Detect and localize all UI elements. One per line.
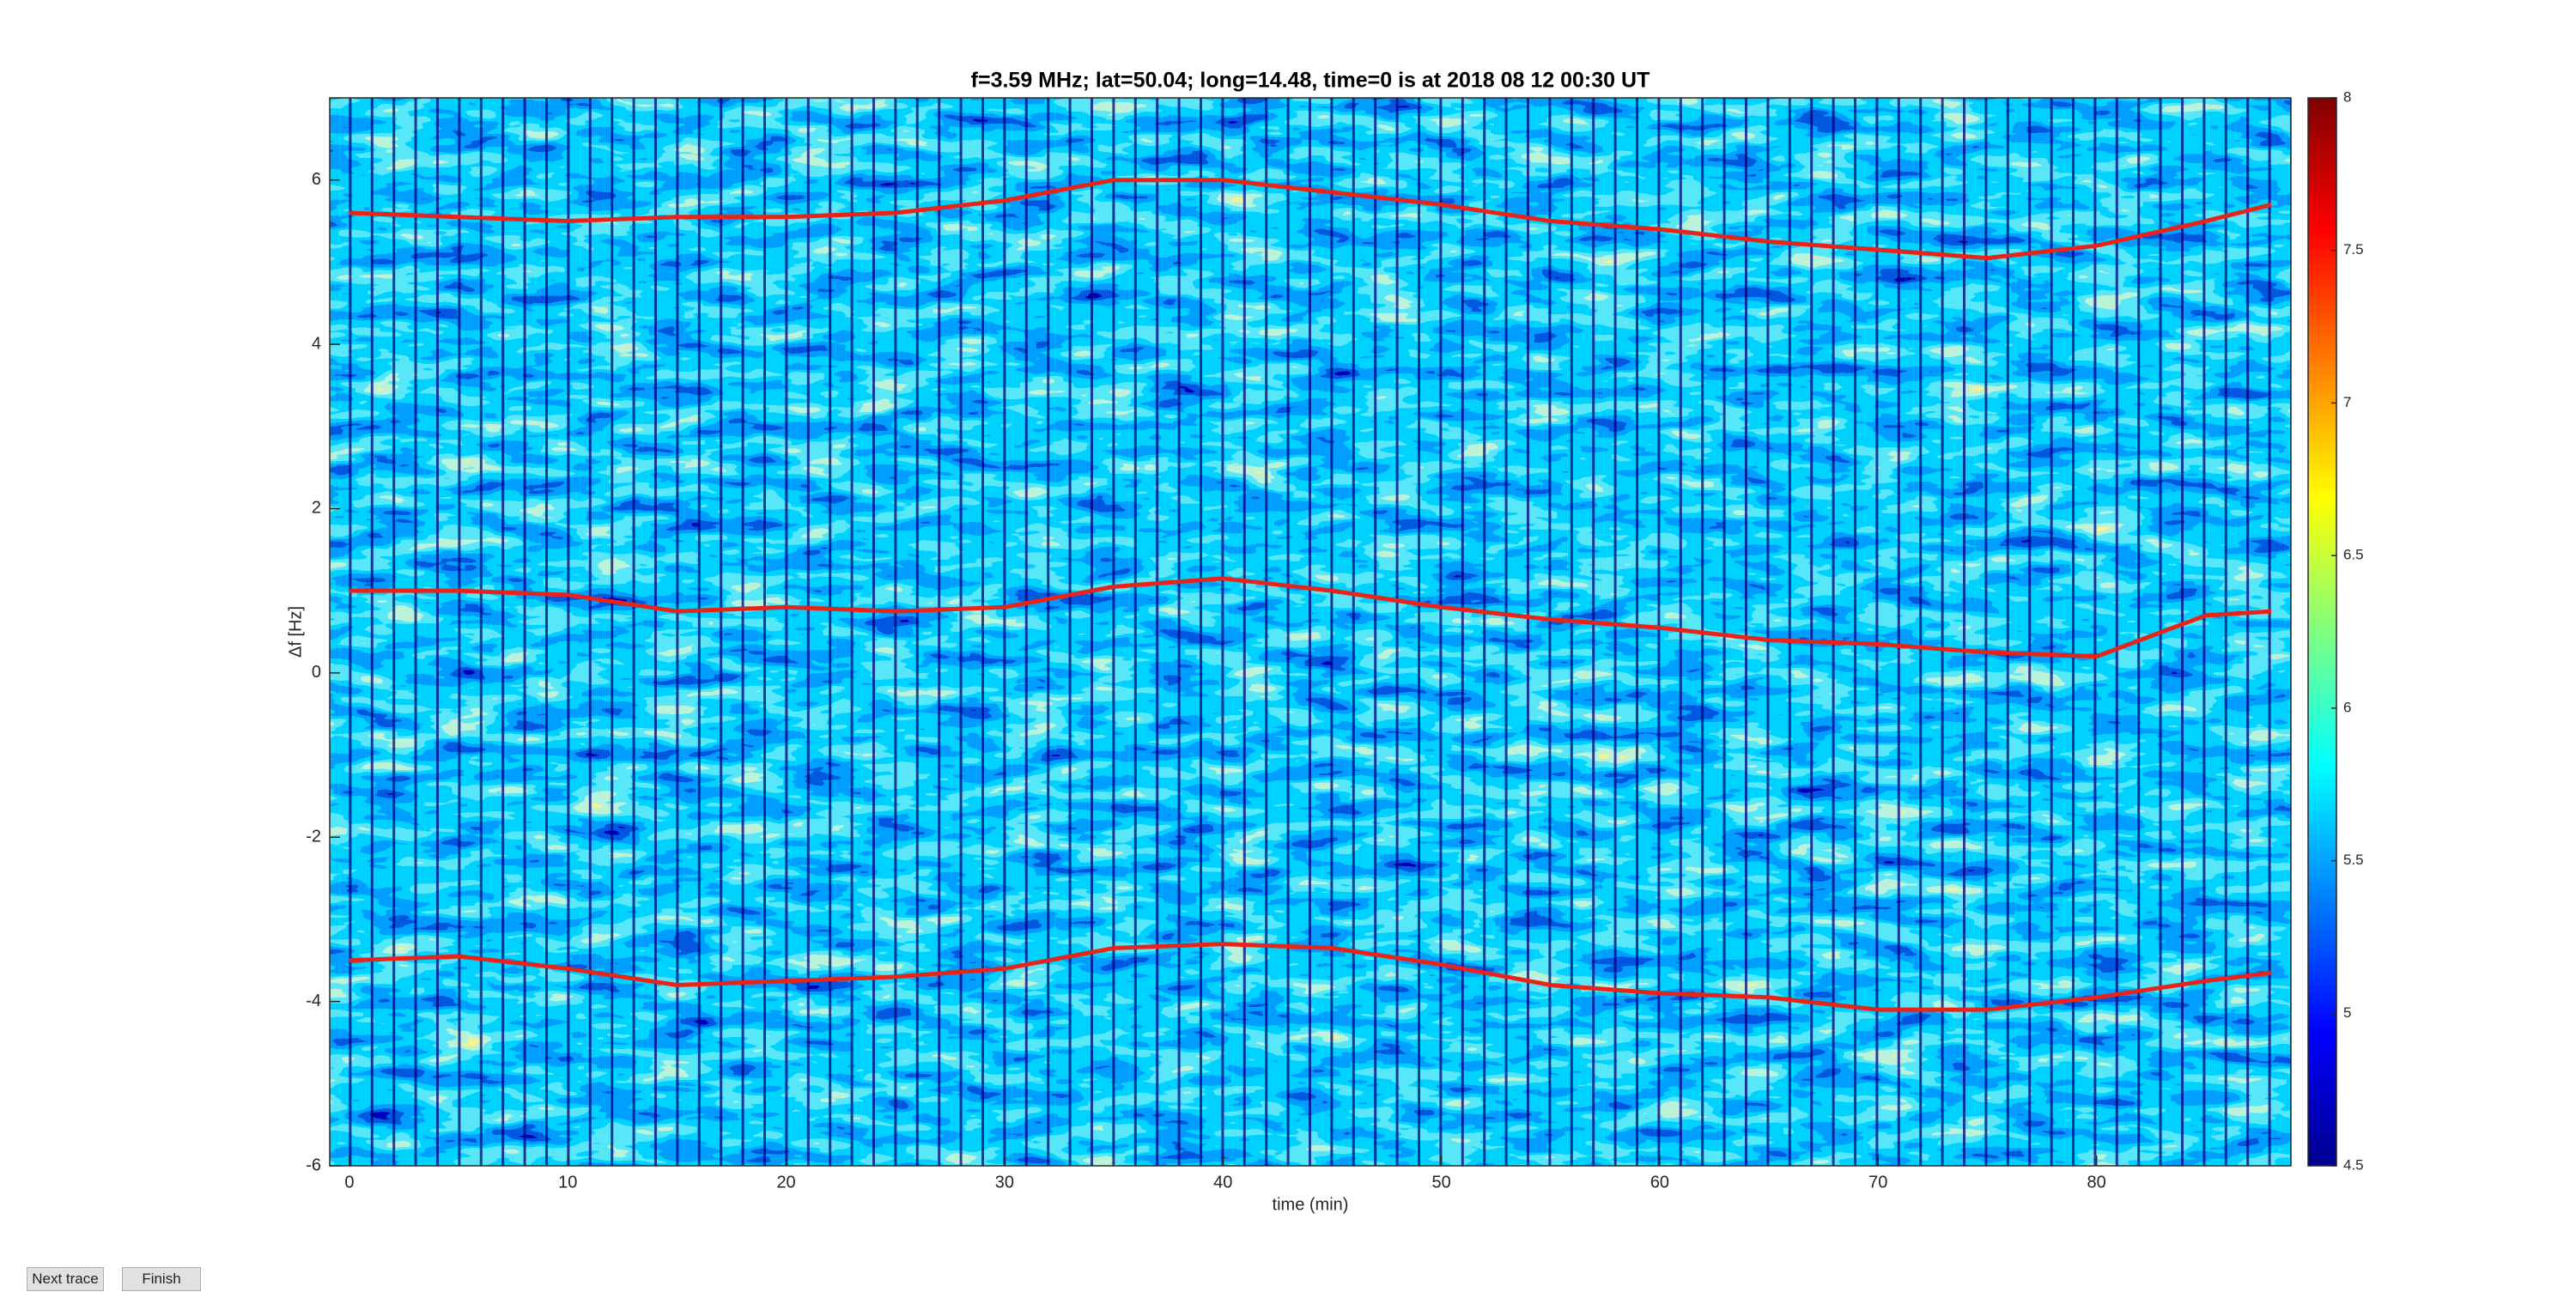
next-trace-button[interactable]: Next trace [27,1267,104,1291]
x-tick-label: 20 [776,1173,795,1192]
y-tick-label: -2 [306,828,321,846]
colorbar [2308,98,2336,1166]
x-tick-label: 30 [995,1173,1014,1192]
chart-title: f=3.59 MHz; lat=50.04; long=14.48, time=… [971,69,1650,93]
figure: f=3.59 MHz; lat=50.04; long=14.48, time=… [286,69,2364,1215]
x-tick-label: 40 [1213,1173,1232,1192]
x-tick-label: 70 [1868,1173,1887,1192]
colorbar-box [2307,97,2337,1167]
x-tick-label: 10 [558,1173,577,1192]
stripe-overlay [330,98,2291,1166]
colorbar-tick-label: 5 [2343,1004,2351,1021]
axes-box [329,97,2292,1167]
colorbar-tick-label: 6 [2343,699,2351,715]
x-tick-label: 0 [344,1173,354,1192]
y-tick-label: 4 [312,334,321,353]
y-tick-label: 0 [312,663,321,682]
colorbar-tick-label: 7.5 [2343,241,2364,258]
colorbar-tick-label: 7 [2343,394,2351,410]
y-tick-label: -4 [306,992,321,1010]
y-axis-label: Δf [Hz] [286,606,305,658]
finish-button[interactable]: Finish [122,1267,201,1291]
colorbar-tick-label: 8 [2343,88,2351,105]
doppler-trace [349,576,2272,659]
doppler-trace [349,942,2272,1012]
colorbar-tick-label: 4.5 [2343,1156,2364,1173]
doppler-trace [349,178,2272,261]
colorbar-tick-label: 5.5 [2343,852,2364,868]
x-tick-label: 50 [1431,1173,1450,1192]
y-tick-label: 6 [312,170,321,189]
y-tick-label: -6 [306,1156,321,1174]
y-tick-label: 2 [312,499,321,518]
colorbar-tick-label: 6.5 [2343,547,2364,563]
x-axis-label: time (min) [1273,1195,1349,1214]
x-tick-label: 60 [1650,1173,1669,1192]
x-tick-label: 80 [2087,1173,2106,1192]
